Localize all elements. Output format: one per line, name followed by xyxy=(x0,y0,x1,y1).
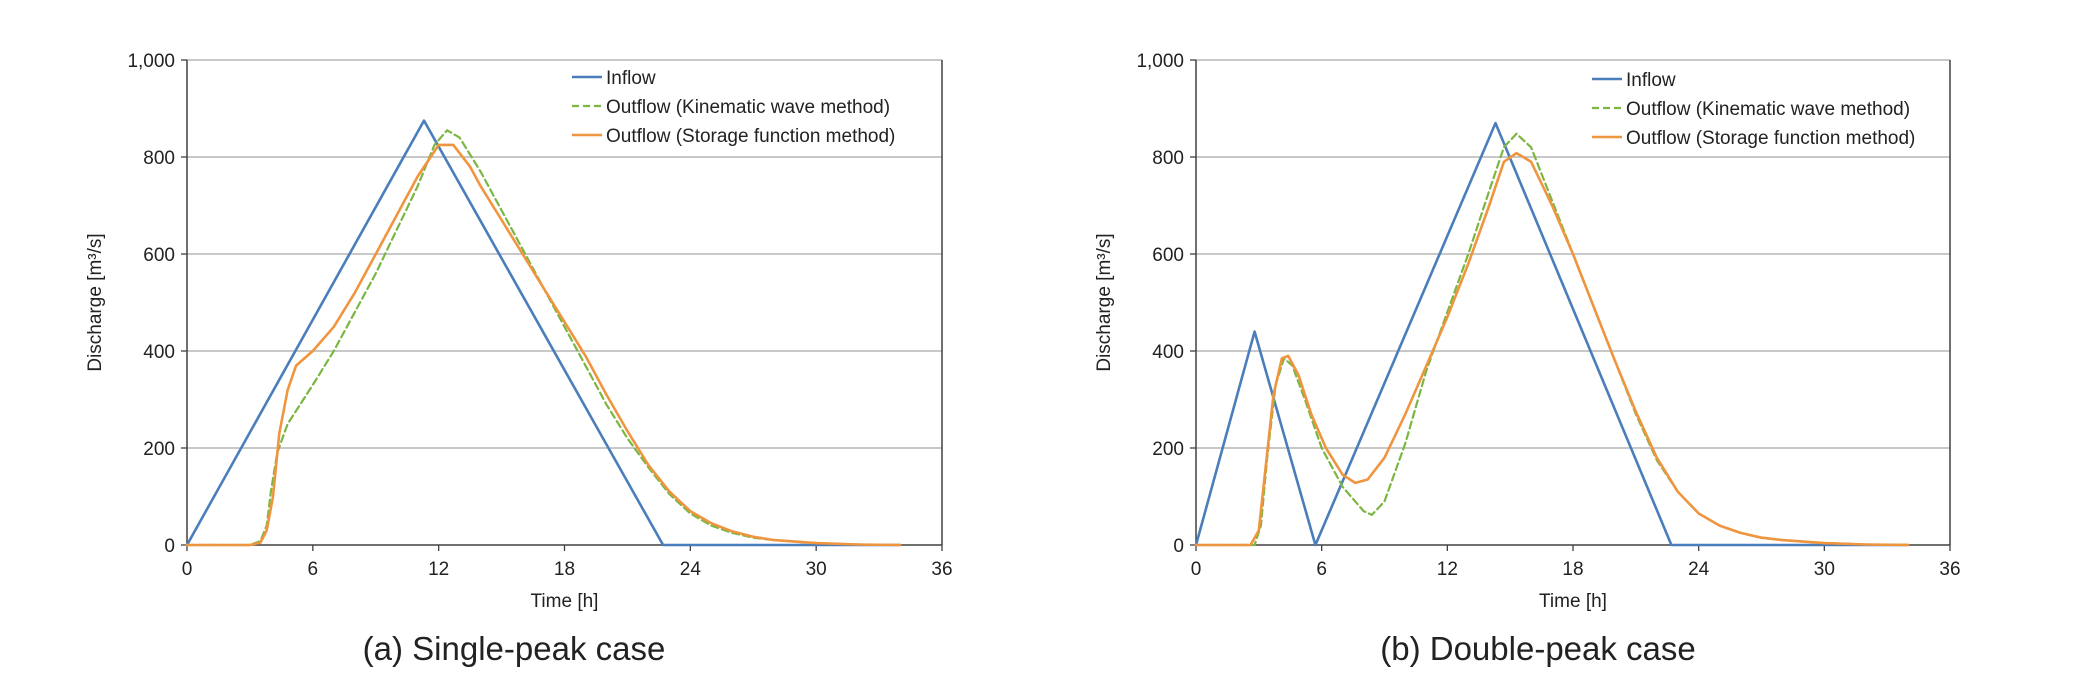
x-tick-label-30: 30 xyxy=(806,559,827,580)
grid-lines xyxy=(187,59,942,449)
legend-label-kinematic: Outflow (Kinematic wave method) xyxy=(1626,99,1910,120)
y-axis-title: Discharge [m³/s] xyxy=(1094,233,1115,371)
series-line-outflow-kinematic-wave-method xyxy=(1194,132,1910,547)
x-tick-label-18: 18 xyxy=(554,559,575,580)
series-lines xyxy=(185,119,902,547)
x-tick-label-0: 0 xyxy=(1191,559,1202,580)
x-tick-label-24: 24 xyxy=(1688,559,1710,580)
series-lines xyxy=(1194,121,1910,547)
legend-item-inflow: Inflow xyxy=(572,68,656,89)
y-tick-label-800: 800 xyxy=(143,148,175,169)
y-tick-label-600: 600 xyxy=(143,245,175,266)
panel-caption: (a) Single-peak case xyxy=(363,630,666,667)
x-tick-label-36: 36 xyxy=(1939,559,1960,580)
tick-labels: 0 200 400 600 800 1,000 0 6 12 18 24 30 36 xyxy=(1136,51,1960,580)
y-tick-label-1000: 1,000 xyxy=(127,51,175,72)
panel-caption: (b) Double-peak case xyxy=(1380,630,1696,667)
panel-single-peak: 0 200 400 600 800 1,000 0 6 12 18 24 30 36 Inflow Ou… xyxy=(85,51,953,667)
y-tick-label-1000: 1,000 xyxy=(1136,51,1184,72)
legend-item-kinematic: Outflow (Kinematic wave method) xyxy=(572,97,890,118)
legend-label-storage: Outflow (Storage function method) xyxy=(1626,128,1915,149)
series-line-outflow-kinematic-wave-method xyxy=(185,129,902,547)
x-tick-label-30: 30 xyxy=(1814,559,1835,580)
y-tick-label-400: 400 xyxy=(143,342,175,363)
legend-item-kinematic: Outflow (Kinematic wave method) xyxy=(1592,99,1910,120)
legend-item-inflow: Inflow xyxy=(1592,70,1676,91)
legend: Inflow Outflow (Kinematic wave method) O… xyxy=(572,68,895,147)
legend-item-storage: Outflow (Storage function method) xyxy=(1592,128,1915,149)
y-tick-label-200: 200 xyxy=(1152,439,1184,460)
x-tick-label-24: 24 xyxy=(680,559,702,580)
x-tick-label-12: 12 xyxy=(1437,559,1458,580)
grid-lines xyxy=(1196,59,1950,449)
legend: Inflow Outflow (Kinematic wave method) O… xyxy=(1592,70,1915,149)
legend-label-kinematic: Outflow (Kinematic wave method) xyxy=(606,97,890,118)
y-tick-label-600: 600 xyxy=(1152,245,1184,266)
x-tick-label-6: 6 xyxy=(308,559,319,580)
y-tick-label-0: 0 xyxy=(1173,536,1184,557)
x-axis-title: Time [h] xyxy=(1539,591,1607,612)
x-axis-title: Time [h] xyxy=(531,591,599,612)
x-tick-label-36: 36 xyxy=(931,559,952,580)
panel-double-peak: 0 200 400 600 800 1,000 0 6 12 18 24 30 36 Inflow Ou… xyxy=(1094,51,1961,667)
legend-item-storage: Outflow (Storage function method) xyxy=(572,126,895,147)
y-tick-label-200: 200 xyxy=(143,439,175,460)
y-tick-label-400: 400 xyxy=(1152,342,1184,363)
x-tick-label-0: 0 xyxy=(182,559,193,580)
series-line-inflow xyxy=(1194,121,1910,547)
x-tick-label-6: 6 xyxy=(1316,559,1327,580)
x-tick-label-18: 18 xyxy=(1562,559,1583,580)
y-tick-label-800: 800 xyxy=(1152,148,1184,169)
legend-label-storage: Outflow (Storage function method) xyxy=(606,126,895,147)
tick-labels: 0 200 400 600 800 1,000 0 6 12 18 24 30 36 xyxy=(127,51,952,580)
series-line-outflow-storage-function-method xyxy=(1194,151,1910,547)
y-axis-title: Discharge [m³/s] xyxy=(85,233,106,371)
legend-label-inflow: Inflow xyxy=(1626,70,1676,91)
legend-label-inflow: Inflow xyxy=(606,68,656,89)
series-line-inflow xyxy=(185,119,902,547)
series-line-outflow-storage-function-method xyxy=(185,143,902,547)
x-tick-label-12: 12 xyxy=(428,559,449,580)
y-tick-label-0: 0 xyxy=(164,536,175,557)
